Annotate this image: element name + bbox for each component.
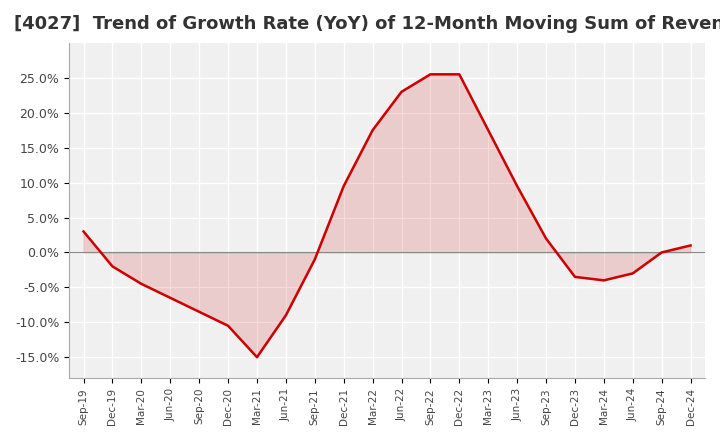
Title: [4027]  Trend of Growth Rate (YoY) of 12-Month Moving Sum of Revenues: [4027] Trend of Growth Rate (YoY) of 12-… [14, 15, 720, 33]
